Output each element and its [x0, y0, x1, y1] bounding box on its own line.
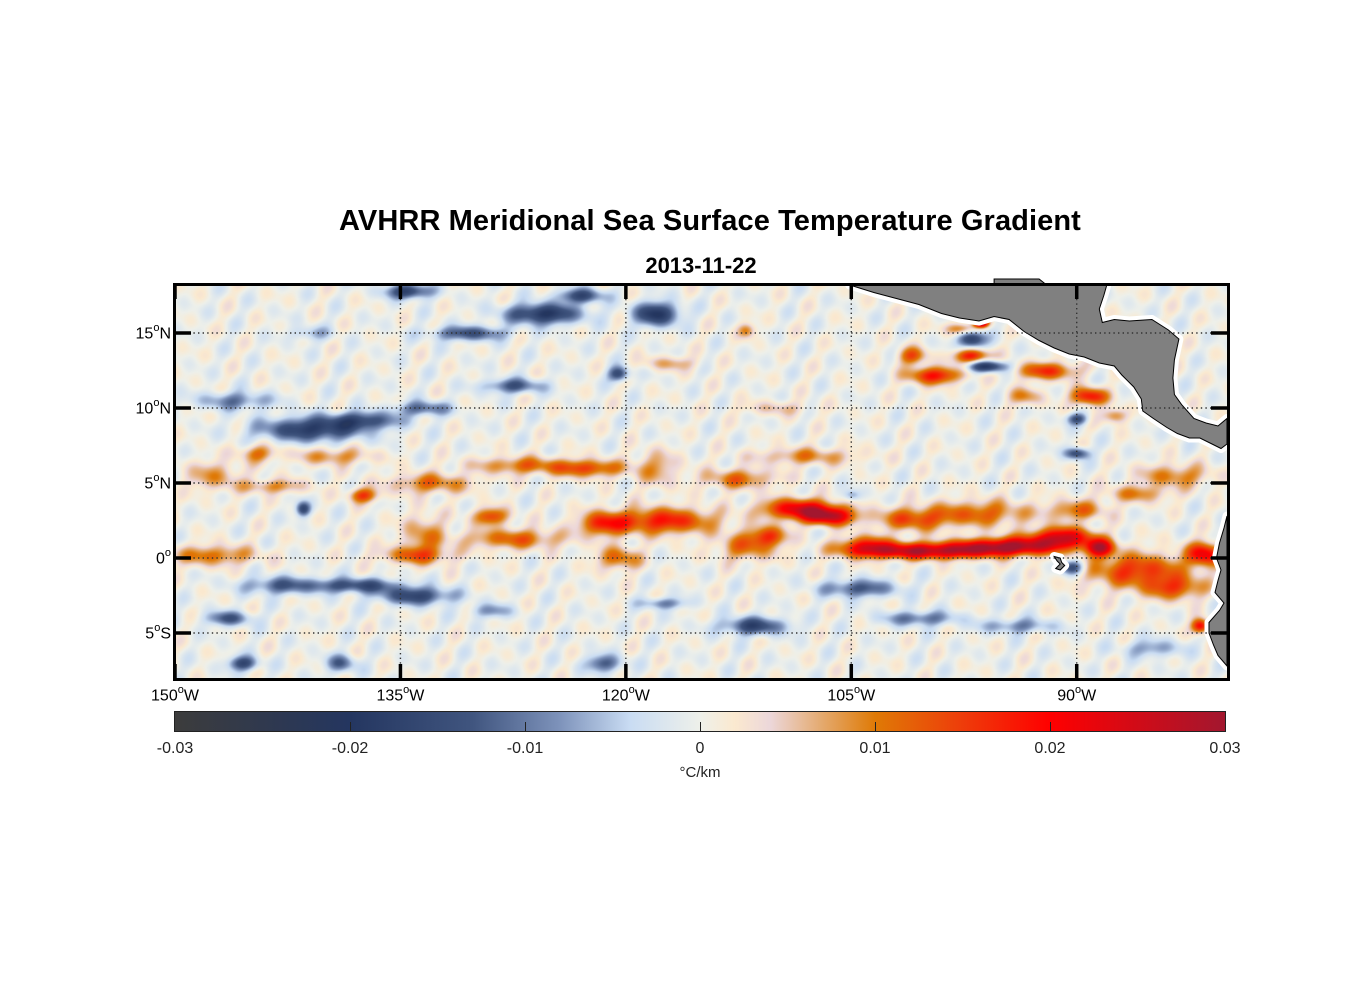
colorbar-tick	[700, 722, 701, 732]
land-south-america	[1208, 515, 1228, 668]
map-plot-area	[173, 274, 1232, 678]
land-mexico-central-america	[849, 284, 1228, 450]
lon-label-part: W	[183, 687, 199, 705]
colorbar-tick-label: -0.03	[156, 740, 194, 757]
lat-label-part: 5	[145, 625, 155, 643]
lat-label-part: N	[159, 325, 171, 343]
lat-label-part: o	[164, 547, 171, 559]
colorbar-unit-label: °C/km	[679, 764, 721, 781]
gridlines	[175, 285, 1227, 678]
lat-label-part: o	[154, 622, 161, 634]
lat-label-part: 5	[144, 475, 154, 493]
lat-label-part: o	[153, 397, 160, 409]
lon-tick-label: 120oW	[586, 684, 666, 705]
lon-label-part: o	[854, 684, 861, 696]
land-mexico-gulf-coast	[993, 278, 1049, 286]
lon-label-part: o	[1074, 684, 1082, 696]
lon-label-part: o	[403, 684, 410, 696]
colorbar-tick-label: 0.02	[1034, 740, 1066, 757]
lat-label-part: 10	[135, 400, 154, 418]
colorbar-tick	[525, 722, 526, 732]
lon-label-part: W	[634, 687, 650, 705]
colorbar-tick-label: -0.01	[506, 740, 544, 757]
lon-label-part: W	[860, 687, 876, 705]
lon-label-part: o	[177, 684, 184, 696]
lon-tick-label: 135oW	[360, 684, 440, 705]
chart-title: AVHRR Meridional Sea Surface Temperature…	[339, 205, 1081, 237]
colorbar	[174, 711, 1226, 732]
chart-date: 2013-11-22	[645, 253, 757, 278]
lon-tick-label: 105oW	[811, 684, 891, 705]
colorbar-tick	[350, 722, 351, 732]
colorbar-tick	[875, 722, 876, 732]
lat-label-part: N	[159, 475, 171, 493]
colorbar-tick-label: 0.03	[1209, 740, 1241, 757]
lon-label-part: 90	[1057, 687, 1075, 705]
colorbar-tick	[1050, 722, 1051, 732]
lat-tick-label: 10oN	[111, 397, 171, 418]
lon-label-part: W	[1081, 687, 1097, 705]
land-galapagos-isabela	[1053, 555, 1066, 571]
lat-label-part: N	[159, 400, 171, 418]
lon-tick-label: 150oW	[135, 684, 215, 705]
colorbar-tick-label: -0.02	[331, 740, 369, 757]
lon-label-part: 120	[601, 687, 629, 705]
colorbar-tick-label: 0	[695, 740, 705, 757]
lat-label-part: 0	[155, 550, 165, 568]
colorbar-tick-label: 0.01	[859, 740, 891, 757]
lat-tick-label: 0o	[111, 547, 171, 568]
lon-label-part: o	[628, 684, 635, 696]
lat-label-part: o	[153, 322, 160, 334]
lat-label-part: o	[153, 472, 160, 484]
lon-label-part: 150	[151, 687, 178, 705]
lon-label-part: W	[409, 687, 425, 705]
lon-label-part: 135	[376, 687, 404, 705]
lat-tick-label: 5oN	[111, 472, 171, 493]
land-layer	[845, 274, 1232, 671]
lat-label-part: 15	[135, 325, 154, 343]
lon-label-part: 105	[827, 687, 855, 705]
map-overlay	[173, 274, 1232, 678]
lon-tick-label: 90oW	[1037, 684, 1117, 705]
lat-label-part: S	[160, 625, 171, 643]
lat-tick-label: 5oS	[111, 622, 171, 643]
lat-tick-label: 15oN	[111, 322, 171, 343]
